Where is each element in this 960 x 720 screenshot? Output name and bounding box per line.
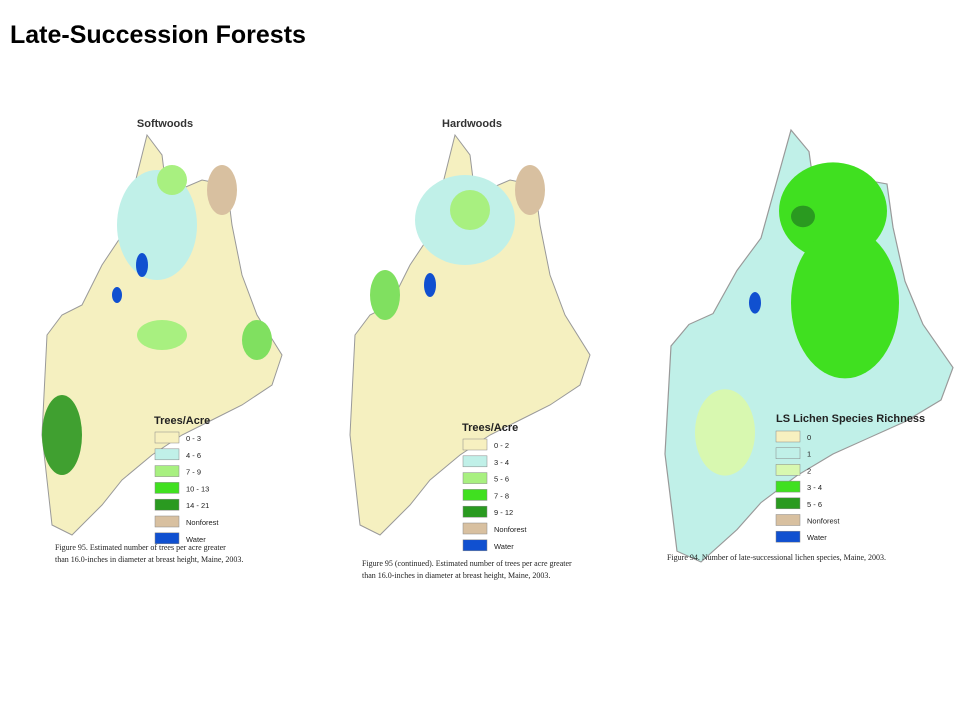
legend-label: Nonforest: [186, 518, 219, 527]
legend-label: 7 - 9: [186, 468, 201, 477]
map-hardwoods: [349, 134, 591, 536]
map-title: Softwoods: [137, 118, 193, 130]
legend-swatch: [462, 472, 488, 484]
legend-swatch: [462, 505, 488, 518]
legend-swatch: [462, 455, 488, 468]
legend-swatch: [154, 448, 180, 461]
map-title: Hardwoods: [442, 118, 502, 130]
caption: than 16.0-inches in diameter at breast h…: [55, 555, 243, 564]
legend-swatch: [775, 514, 801, 526]
caption: than 16.0-inches in diameter at breast h…: [362, 571, 550, 580]
slide-title: Late-Succession Forests: [10, 21, 306, 49]
legend-label: Nonforest: [807, 517, 840, 526]
map-softwoods: [41, 134, 283, 536]
legend-label: 0 - 2: [494, 441, 509, 450]
legend-swatch: [775, 430, 801, 443]
legend-label: 10 - 13: [186, 484, 209, 493]
legend-title: Trees/Acre: [154, 415, 210, 427]
legend-label: 0: [807, 433, 811, 442]
legend-label: 0 - 3: [186, 434, 201, 443]
legend-label: 3 - 4: [494, 458, 509, 467]
legend-label: Nonforest: [494, 525, 527, 534]
legend-label: Water: [807, 533, 827, 542]
legend-title: Trees/Acre: [462, 422, 518, 434]
caption: Figure 95. Estimated number of trees per…: [55, 543, 226, 552]
legend-swatch: [154, 532, 180, 545]
legend-swatch: [775, 480, 801, 493]
legend-label: Water: [494, 542, 514, 551]
legend-swatch: [154, 498, 180, 511]
caption: Figure 95 (continued). Estimated number …: [362, 559, 572, 568]
caption: Figure 94. Number of late-successional l…: [667, 553, 886, 562]
legend-label: Water: [186, 535, 206, 544]
legend-label: 2: [807, 466, 811, 475]
legend-swatch: [462, 489, 488, 501]
legend-label: 3 - 4: [807, 483, 822, 492]
legend-swatch: [154, 515, 180, 528]
legend-label: 5 - 6: [807, 500, 822, 509]
legend-label: 1: [807, 450, 811, 459]
legend-swatch: [775, 530, 801, 543]
legend-label: 14 - 21: [186, 501, 209, 510]
legend-swatch: [775, 497, 801, 510]
legend-label: 7 - 8: [494, 491, 509, 500]
legend-swatch: [775, 464, 801, 476]
legend-label: 5 - 6: [494, 475, 509, 484]
legend-swatch: [154, 431, 180, 444]
legend-swatch: [462, 539, 488, 552]
legend-swatch: [154, 465, 180, 477]
legend-swatch: [462, 522, 488, 535]
legend-title: LS Lichen Species Richness: [776, 413, 925, 425]
legend-swatch: [154, 482, 180, 494]
legend-swatch: [462, 438, 488, 451]
map-lichen: [664, 129, 954, 563]
legend-swatch: [775, 447, 801, 459]
legend-label: 4 - 6: [186, 451, 201, 460]
legend-label: 9 - 12: [494, 508, 513, 517]
